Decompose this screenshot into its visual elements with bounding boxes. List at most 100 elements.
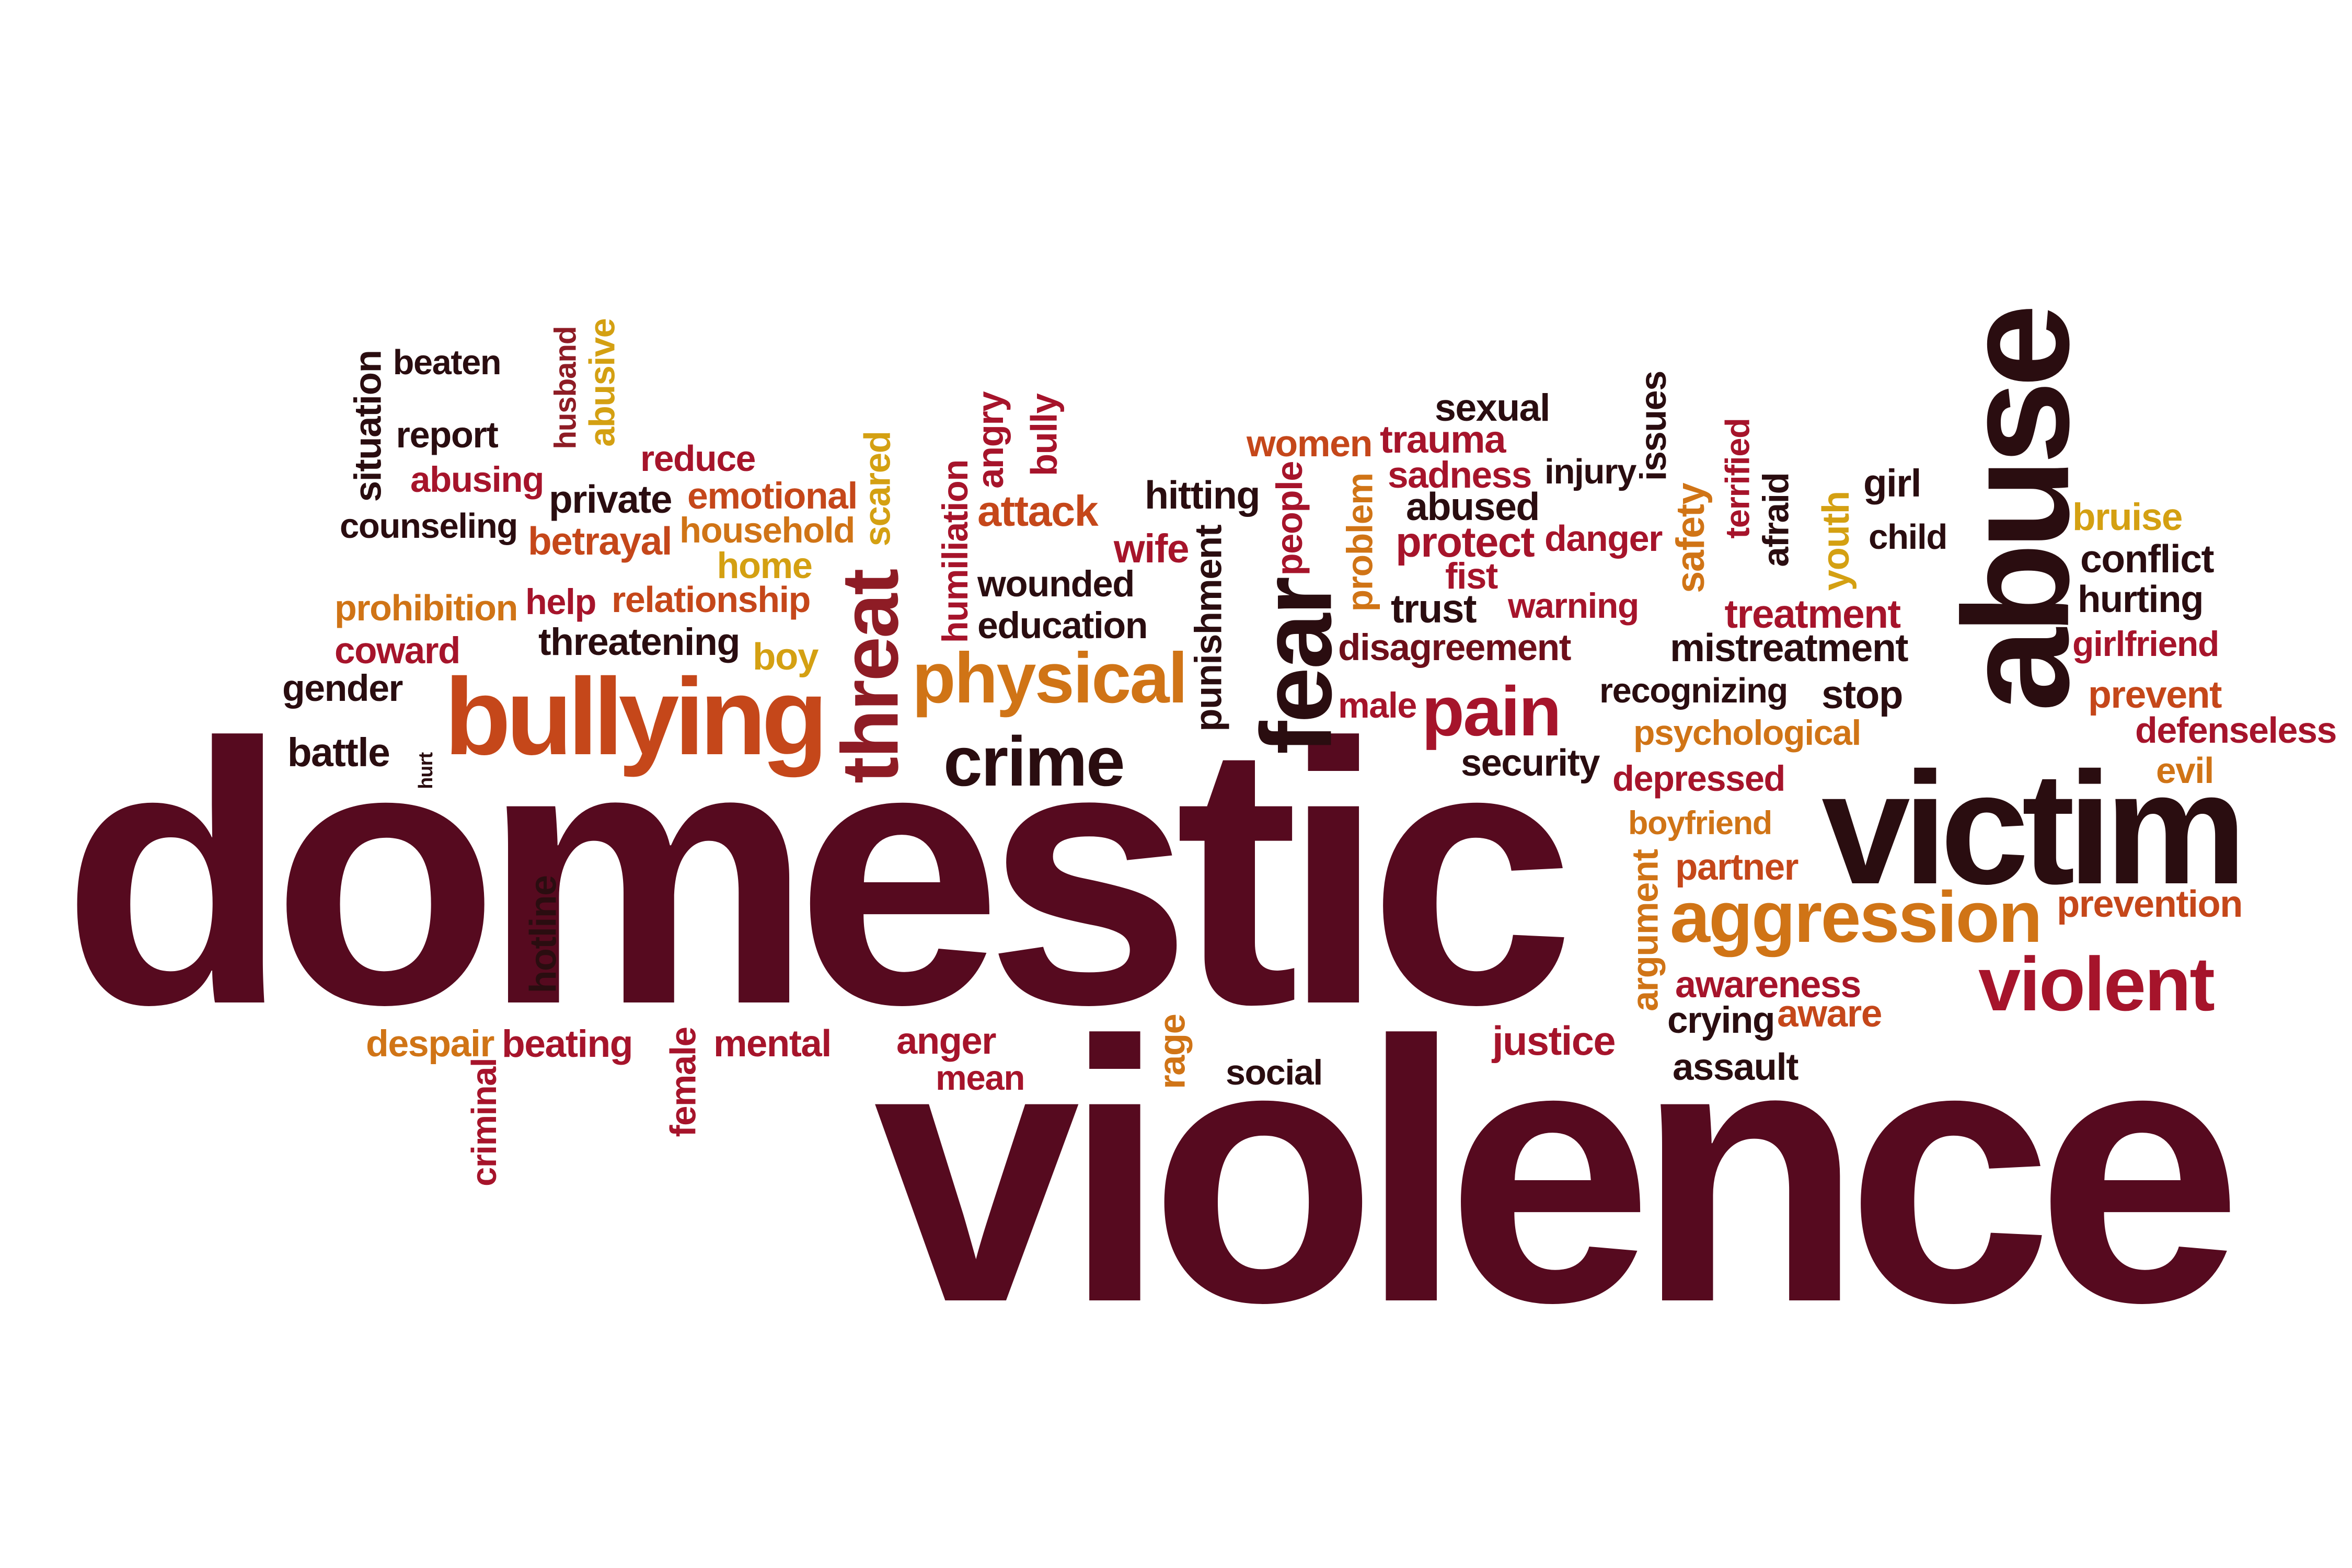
word-criminal: criminal — [465, 1058, 504, 1186]
word-pain: pain — [1422, 673, 1562, 751]
word-home: home — [717, 545, 813, 586]
word-girl: girl — [1863, 461, 1921, 505]
word-psychological: psychological — [1633, 713, 1861, 753]
word-hurt: hurt — [414, 753, 437, 789]
word-gender: gender — [282, 667, 403, 709]
word-sexual: sexual — [1434, 386, 1550, 430]
word-husband: husband — [548, 327, 583, 449]
word-boy: boy — [753, 636, 818, 678]
word-despair: despair — [366, 1022, 494, 1065]
word-beaten: beaten — [393, 343, 502, 382]
word-defenseless: defenseless — [2135, 709, 2337, 751]
word-problem: problem — [1339, 473, 1380, 612]
word-private: private — [549, 477, 672, 521]
word-argument: argument — [1624, 849, 1666, 1011]
word-conflict: conflict — [2080, 537, 2214, 581]
word-violence: violence — [873, 964, 2242, 1380]
word-women: women — [1247, 423, 1373, 465]
word-boyfriend: boyfriend — [1628, 804, 1772, 841]
word-prevention: prevention — [2057, 883, 2243, 925]
word-abuse: abuse — [1932, 310, 2101, 712]
word-stop: stop — [1821, 672, 1904, 717]
word-bully: bully — [1023, 394, 1065, 477]
word-crime: crime — [943, 722, 1125, 801]
word-mistreatment: mistreatment — [1670, 626, 1908, 670]
word-terrified: terrified — [1718, 418, 1757, 538]
word-humiliation: humiliation — [935, 460, 975, 643]
word-sadness: sadness — [1388, 455, 1532, 497]
word-victim: victim — [1821, 739, 2247, 918]
word-threat: threat — [825, 570, 915, 784]
word-hurting: hurting — [2077, 578, 2204, 621]
word-punishment: punishment — [1187, 525, 1230, 732]
word-hotline: hotline — [522, 875, 564, 993]
word-assault: assault — [1673, 1046, 1798, 1089]
word-bruise: bruise — [2072, 495, 2183, 538]
word-domestic: domestic — [62, 666, 1575, 1082]
word-physical: physical — [912, 638, 1188, 718]
word-evil: evil — [2156, 750, 2214, 791]
word-anger: anger — [896, 1020, 996, 1063]
word-people: people — [1269, 462, 1310, 576]
word-treatment: treatment — [1724, 591, 1901, 637]
word-rage: rage — [1151, 1014, 1193, 1090]
word-prohibition: prohibition — [334, 587, 518, 628]
word-justice: justice — [1492, 1018, 1616, 1064]
word-abused: abused — [1406, 485, 1540, 529]
word-child: child — [1869, 517, 1947, 557]
word-youth: youth — [1814, 491, 1857, 591]
word-partner: partner — [1675, 847, 1798, 889]
word-aggression: aggression — [1670, 877, 2043, 958]
word-male: male — [1338, 685, 1417, 725]
word-bullying: bullying — [444, 656, 828, 778]
word-report: report — [396, 414, 499, 456]
word-mental: mental — [713, 1022, 832, 1065]
word-injury: injury — [1544, 452, 1636, 491]
word-reduce: reduce — [640, 437, 756, 479]
word-betrayal: betrayal — [528, 518, 672, 563]
word-awareness: awareness — [1675, 964, 1861, 1006]
word-social: social — [1226, 1053, 1323, 1093]
word-issues: issues — [1632, 371, 1674, 481]
word-trauma: trauma — [1380, 417, 1506, 461]
word-depressed: depressed — [1612, 758, 1785, 799]
word-disagreement: disagreement — [1338, 627, 1571, 669]
word-abusive: abusive — [582, 318, 622, 447]
word-wife: wife — [1113, 526, 1190, 571]
word-education: education — [977, 604, 1148, 647]
word-coward: coward — [335, 630, 460, 672]
word-trust: trust — [1391, 586, 1477, 631]
word-recognizing: recognizing — [1599, 672, 1788, 711]
word-help: help — [525, 582, 596, 622]
word-security: security — [1461, 742, 1600, 784]
word-wounded: wounded — [977, 563, 1135, 605]
word-safety: safety — [1668, 483, 1713, 593]
word-warning: warning — [1508, 586, 1639, 626]
word-emotional: emotional — [687, 475, 858, 517]
word-mean: mean — [936, 1058, 1025, 1098]
word-aware: aware — [1777, 993, 1882, 1035]
word-household: household — [679, 510, 855, 550]
word-female: female — [663, 1027, 704, 1137]
word-protect: protect — [1396, 518, 1535, 566]
word-angry: angry — [969, 392, 1011, 489]
word-violent: violent — [1978, 941, 2215, 1027]
word-scared: scared — [857, 431, 898, 546]
word-danger: danger — [1544, 517, 1663, 559]
word-battle: battle — [287, 730, 390, 775]
word-afraid: afraid — [1755, 473, 1796, 567]
word-situation: situation — [347, 350, 389, 502]
word-abusing: abusing — [410, 458, 544, 500]
word-girlfriend: girlfriend — [2072, 624, 2219, 664]
word-relationship: relationship — [611, 579, 811, 620]
word-threatening: threatening — [538, 619, 740, 663]
word-fear: fear — [1239, 578, 1352, 755]
word-attack: attack — [977, 486, 1099, 535]
word-fist: fist — [1445, 555, 1498, 597]
word-crying: crying — [1667, 999, 1775, 1041]
word-beating: beating — [502, 1022, 633, 1065]
word-prevent: prevent — [2088, 673, 2222, 717]
word-hitting: hitting — [1145, 472, 1260, 517]
word-counseling: counseling — [339, 506, 518, 546]
